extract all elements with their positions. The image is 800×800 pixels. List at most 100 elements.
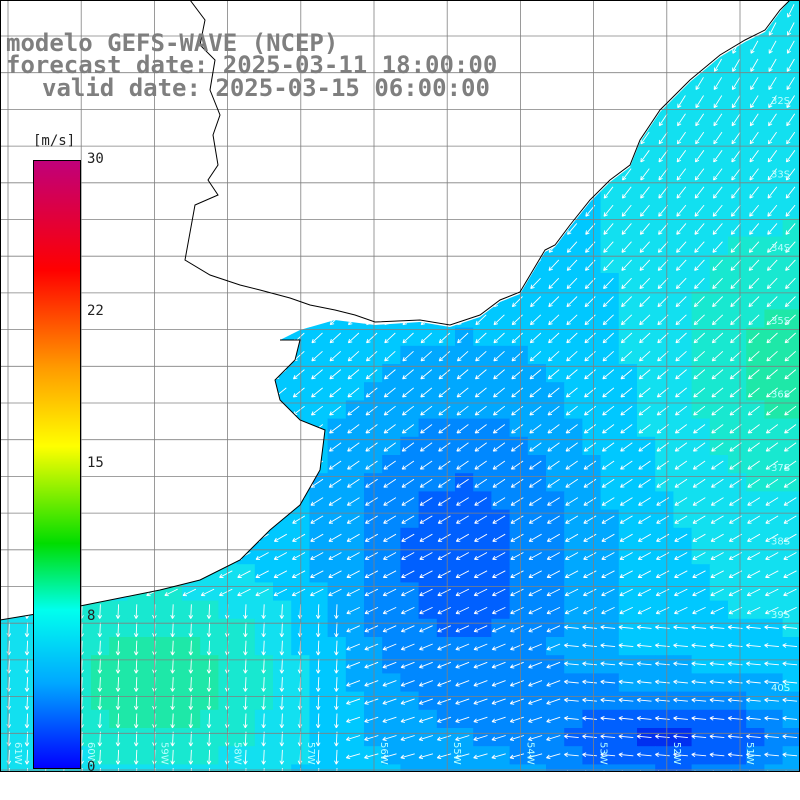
longitude-label: 57W	[305, 742, 316, 765]
wind-arrow	[583, 478, 597, 488]
wind-arrow	[97, 604, 103, 619]
wind-arrow	[675, 369, 687, 380]
wind-arrow	[784, 332, 797, 344]
wind-arrow	[279, 695, 285, 710]
wind-arrow	[188, 768, 194, 772]
wind-arrow	[419, 552, 433, 560]
longitude-label: 56W	[378, 742, 389, 765]
wind-arrow	[601, 515, 615, 524]
wind-arrow	[764, 715, 779, 721]
wind-arrow	[456, 515, 469, 524]
wind-arrow	[693, 314, 705, 326]
wind-arrow	[383, 424, 396, 434]
wind-arrow	[346, 497, 360, 506]
wind-arrow	[437, 716, 452, 723]
wind-arrow	[655, 715, 670, 721]
wind-arrow	[692, 552, 706, 560]
wind-arrow	[329, 369, 342, 380]
wind-arrow	[279, 622, 285, 638]
wind-arrow	[437, 588, 451, 597]
wind-arrow	[710, 588, 724, 597]
wind-arrow	[492, 606, 506, 615]
wind-arrow	[261, 677, 266, 692]
wind-arrow	[619, 533, 633, 542]
wind-arrow	[243, 604, 248, 619]
wind-cell	[618, 455, 638, 474]
wind-arrow	[784, 424, 797, 434]
wind-arrow	[746, 624, 761, 630]
wind-arrow	[455, 735, 470, 742]
wind-arrow	[674, 552, 688, 560]
wind-arrow	[400, 753, 415, 760]
wind-arrow	[437, 552, 451, 560]
wind-arrow	[115, 622, 121, 638]
wind-arrow	[311, 369, 323, 380]
wind-arrow	[640, 168, 650, 181]
wind-arrow	[329, 350, 342, 362]
wind-arrow	[261, 749, 266, 765]
wind-arrow	[619, 606, 633, 615]
wind-arrow	[473, 643, 488, 651]
wind-arrow	[565, 497, 579, 506]
wind-arrow	[602, 296, 614, 308]
wind-cell	[455, 764, 474, 772]
wind-arrow	[712, 296, 724, 308]
wind-arrow	[346, 680, 361, 687]
wind-arrow	[601, 570, 615, 578]
wind-arrow	[400, 680, 415, 687]
wind-arrow	[492, 552, 506, 560]
wind-arrow	[273, 552, 288, 560]
wind-arrow	[729, 387, 742, 398]
wind-arrow	[566, 241, 578, 253]
wind-arrow	[474, 497, 488, 506]
wind-arrow	[747, 460, 760, 470]
wind-arrow	[731, 168, 741, 181]
wind-arrow	[565, 533, 579, 542]
wind-arrow	[42, 768, 48, 772]
wind-arrow	[219, 588, 233, 597]
wind-arrow	[712, 186, 723, 199]
wind-arrow	[691, 715, 707, 721]
wind-arrow	[365, 442, 378, 452]
wind-arrow	[529, 314, 542, 326]
wind-arrow	[582, 679, 597, 685]
wind-cell	[564, 455, 583, 474]
longitude-label: 59W	[158, 742, 169, 765]
wind-arrow	[382, 625, 397, 633]
wind-arrow	[657, 259, 669, 271]
wind-arrow	[768, 77, 777, 90]
wind-arrow	[546, 643, 561, 651]
wind-arrow	[509, 698, 524, 705]
wind-cell	[418, 455, 438, 474]
wind-arrow	[749, 131, 759, 145]
wind-arrow	[730, 314, 742, 326]
wind-arrow	[419, 570, 433, 578]
wind-arrow	[133, 658, 139, 674]
wind-arrow	[710, 497, 724, 506]
wind-arrow	[401, 442, 415, 452]
wind-arrow	[115, 749, 121, 765]
wind-arrow	[619, 552, 633, 560]
wind-arrow	[618, 715, 634, 721]
wind-arrow	[583, 570, 597, 578]
wind-arrow	[600, 643, 616, 648]
wind-arrow	[206, 658, 212, 674]
wind-arrow	[677, 113, 686, 127]
wind-arrow	[566, 314, 578, 326]
longitude-label: 52W	[671, 742, 682, 765]
wind-arrow	[546, 625, 561, 633]
wind-arrow	[675, 296, 687, 308]
wind-arrow	[437, 515, 451, 524]
wind-arrow	[565, 424, 578, 434]
wind-arrow	[564, 715, 579, 721]
wind-arrow	[492, 515, 506, 524]
wind-arrow	[438, 424, 451, 434]
wind-arrow	[315, 713, 321, 729]
wind-arrow	[782, 643, 798, 648]
wind-arrow	[328, 552, 342, 560]
wind-arrow	[785, 204, 796, 217]
wind-arrow	[243, 713, 248, 729]
latitude-label: 34S	[771, 243, 790, 254]
wind-arrow	[529, 460, 542, 470]
wind-arrow	[618, 752, 634, 758]
